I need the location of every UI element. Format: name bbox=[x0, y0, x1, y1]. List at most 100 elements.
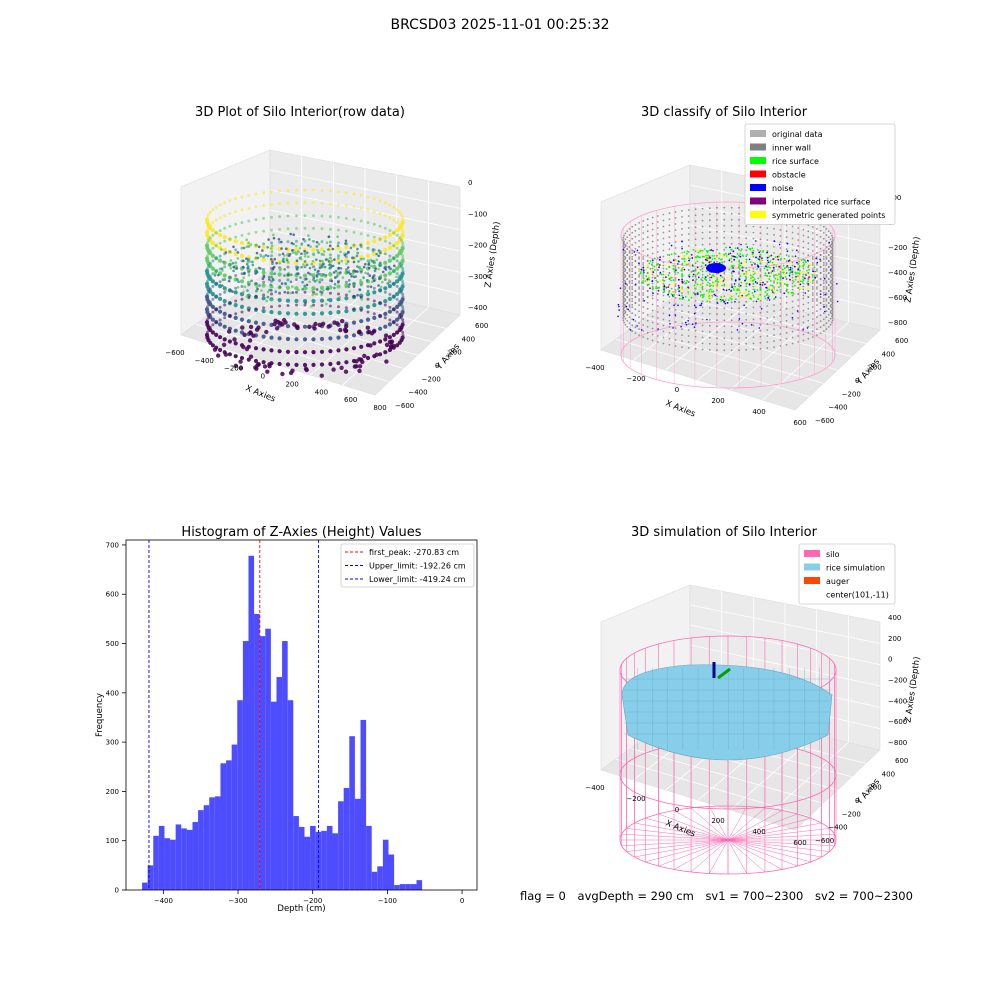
data-point bbox=[234, 235, 238, 239]
inner-wall-point bbox=[674, 211, 677, 213]
data-point bbox=[387, 258, 392, 263]
inner-wall-point bbox=[773, 268, 775, 270]
classified-point bbox=[748, 283, 751, 286]
data-point bbox=[302, 324, 308, 329]
inner-wall-point bbox=[791, 276, 794, 279]
classified-point bbox=[797, 268, 800, 270]
inner-wall-point bbox=[662, 336, 665, 339]
inner-wall-point bbox=[628, 270, 631, 272]
inner-wall-point bbox=[752, 261, 755, 264]
noise-point bbox=[767, 261, 770, 264]
inner-wall-point bbox=[716, 307, 718, 310]
inner-wall-point bbox=[716, 313, 718, 316]
inner-wall-point bbox=[723, 218, 726, 221]
data-point bbox=[319, 336, 325, 342]
data-point bbox=[400, 315, 403, 319]
classified-point bbox=[657, 289, 660, 292]
classified-point bbox=[704, 265, 706, 268]
inner-wall-point bbox=[638, 264, 640, 266]
inner-wall-point bbox=[681, 222, 683, 224]
data-point bbox=[273, 318, 278, 323]
data-point bbox=[234, 299, 238, 303]
inner-wall-point bbox=[622, 239, 624, 241]
data-point bbox=[386, 282, 390, 285]
data-point bbox=[387, 232, 392, 238]
data-point bbox=[238, 359, 243, 364]
classified-point bbox=[740, 249, 742, 252]
histogram-bar bbox=[231, 744, 238, 890]
inner-wall-point bbox=[622, 314, 625, 317]
data-point bbox=[355, 254, 359, 258]
inner-wall-point bbox=[622, 284, 625, 287]
inner-wall-point bbox=[723, 295, 726, 298]
data-point bbox=[338, 296, 342, 299]
noise-point bbox=[722, 288, 725, 291]
data-point bbox=[207, 238, 210, 242]
inner-wall-point bbox=[662, 231, 665, 234]
data-point bbox=[318, 280, 322, 284]
classified-point bbox=[771, 270, 774, 272]
data-point bbox=[285, 247, 288, 250]
inner-wall-point bbox=[829, 238, 832, 241]
inner-wall-point bbox=[797, 323, 800, 325]
classified-point bbox=[751, 247, 754, 250]
inner-wall-point bbox=[623, 252, 626, 255]
inner-wall-point bbox=[745, 225, 748, 228]
inner-wall-point bbox=[807, 313, 810, 316]
inner-wall-point bbox=[651, 333, 654, 336]
data-point bbox=[312, 239, 315, 243]
inner-wall-point bbox=[738, 283, 740, 286]
inner-wall-point bbox=[816, 268, 818, 270]
classified-point bbox=[719, 297, 722, 300]
data-point bbox=[278, 202, 282, 206]
inner-wall-point bbox=[656, 269, 659, 271]
y-tick-label: 0 bbox=[115, 887, 119, 895]
classified-point bbox=[699, 268, 702, 271]
classified-point bbox=[758, 251, 761, 254]
data-point bbox=[234, 248, 238, 252]
inner-wall-point bbox=[730, 254, 733, 257]
classified-point bbox=[751, 253, 754, 256]
data-point bbox=[320, 214, 324, 218]
classified-point bbox=[763, 267, 766, 270]
inner-wall-point bbox=[827, 308, 830, 310]
inner-wall-point bbox=[681, 292, 683, 294]
classified-point bbox=[710, 249, 713, 251]
noise-point bbox=[652, 292, 654, 295]
classified-point bbox=[681, 255, 684, 258]
data-point bbox=[333, 258, 336, 261]
data-point bbox=[335, 275, 339, 278]
classified-point bbox=[642, 281, 644, 284]
classified-point bbox=[672, 264, 675, 267]
inner-wall-point bbox=[674, 333, 677, 335]
inner-wall-point bbox=[656, 287, 659, 289]
data-point bbox=[352, 294, 356, 298]
data-point bbox=[218, 292, 222, 296]
classified-point bbox=[791, 271, 793, 273]
z-tick-label: −800 bbox=[888, 739, 907, 747]
classified-point bbox=[681, 273, 684, 275]
inner-wall-point bbox=[622, 260, 625, 263]
classified-point bbox=[751, 292, 754, 294]
data-point bbox=[228, 263, 232, 267]
inner-wall-point bbox=[708, 330, 711, 333]
classified-point bbox=[655, 279, 658, 282]
noise-point bbox=[802, 329, 804, 331]
inner-wall-point bbox=[646, 307, 649, 310]
classified-point bbox=[787, 261, 790, 264]
data-point bbox=[208, 223, 212, 227]
data-point bbox=[315, 288, 319, 291]
data-point bbox=[401, 292, 405, 296]
inner-wall-point bbox=[694, 262, 697, 265]
classified-point bbox=[696, 293, 699, 295]
inner-wall-point bbox=[745, 312, 748, 315]
data-point bbox=[383, 299, 388, 304]
classified-point bbox=[757, 282, 760, 285]
noise-point bbox=[633, 251, 636, 253]
data-point bbox=[290, 241, 294, 245]
noise-point bbox=[622, 248, 625, 251]
z-tick-label: −200 bbox=[888, 244, 907, 252]
data-point bbox=[383, 226, 387, 230]
inner-wall-point bbox=[831, 248, 834, 251]
classified-point bbox=[774, 274, 777, 276]
